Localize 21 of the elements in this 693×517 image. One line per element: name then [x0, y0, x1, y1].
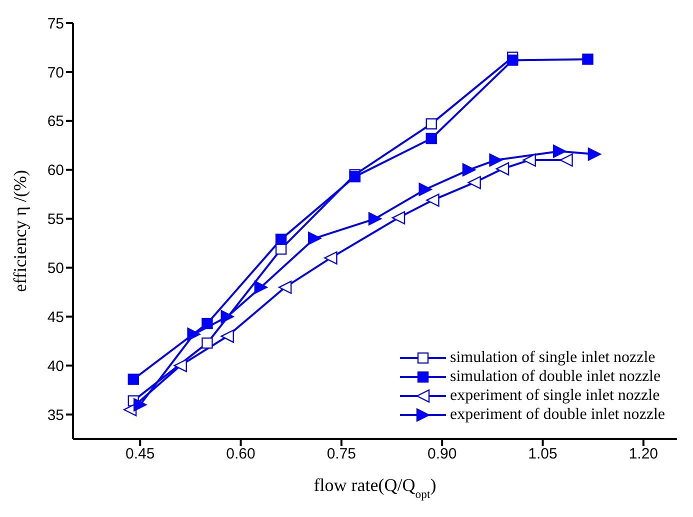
x-tick-label: 0.45 [126, 446, 155, 463]
y-tick-label: 45 [47, 308, 64, 326]
legend-label: simulation of single inlet nozzle [450, 348, 656, 367]
legend-label: experiment of single inlet nozzle [450, 386, 660, 405]
x-tick-label: 0.60 [226, 446, 256, 463]
y-tick-label: 55 [47, 211, 64, 228]
legend-label: experiment of double inlet nozzle [450, 405, 665, 424]
y-tick-label: 60 [47, 162, 64, 180]
x-axis-title: flow rate(Q/Q$_{opt}$) [314, 475, 436, 500]
x-tick-label: 0.75 [326, 446, 356, 463]
y-tick-label: 50 [47, 260, 64, 278]
legend-label: simulation of double inlet nozzle [450, 367, 661, 386]
y-tick-label: 65 [47, 113, 64, 130]
x-tick-label: 0.90 [428, 446, 457, 463]
y-tick-label: 75 [47, 15, 64, 32]
y-axis-title: efficiency η /(%) [10, 170, 30, 292]
x-tick-label: 1.20 [628, 446, 658, 463]
y-tick-label: 70 [47, 64, 64, 82]
x-tick-label: 1.05 [528, 446, 558, 463]
y-tick-label: 40 [47, 358, 64, 375]
y-tick-label: 35 [47, 406, 64, 424]
